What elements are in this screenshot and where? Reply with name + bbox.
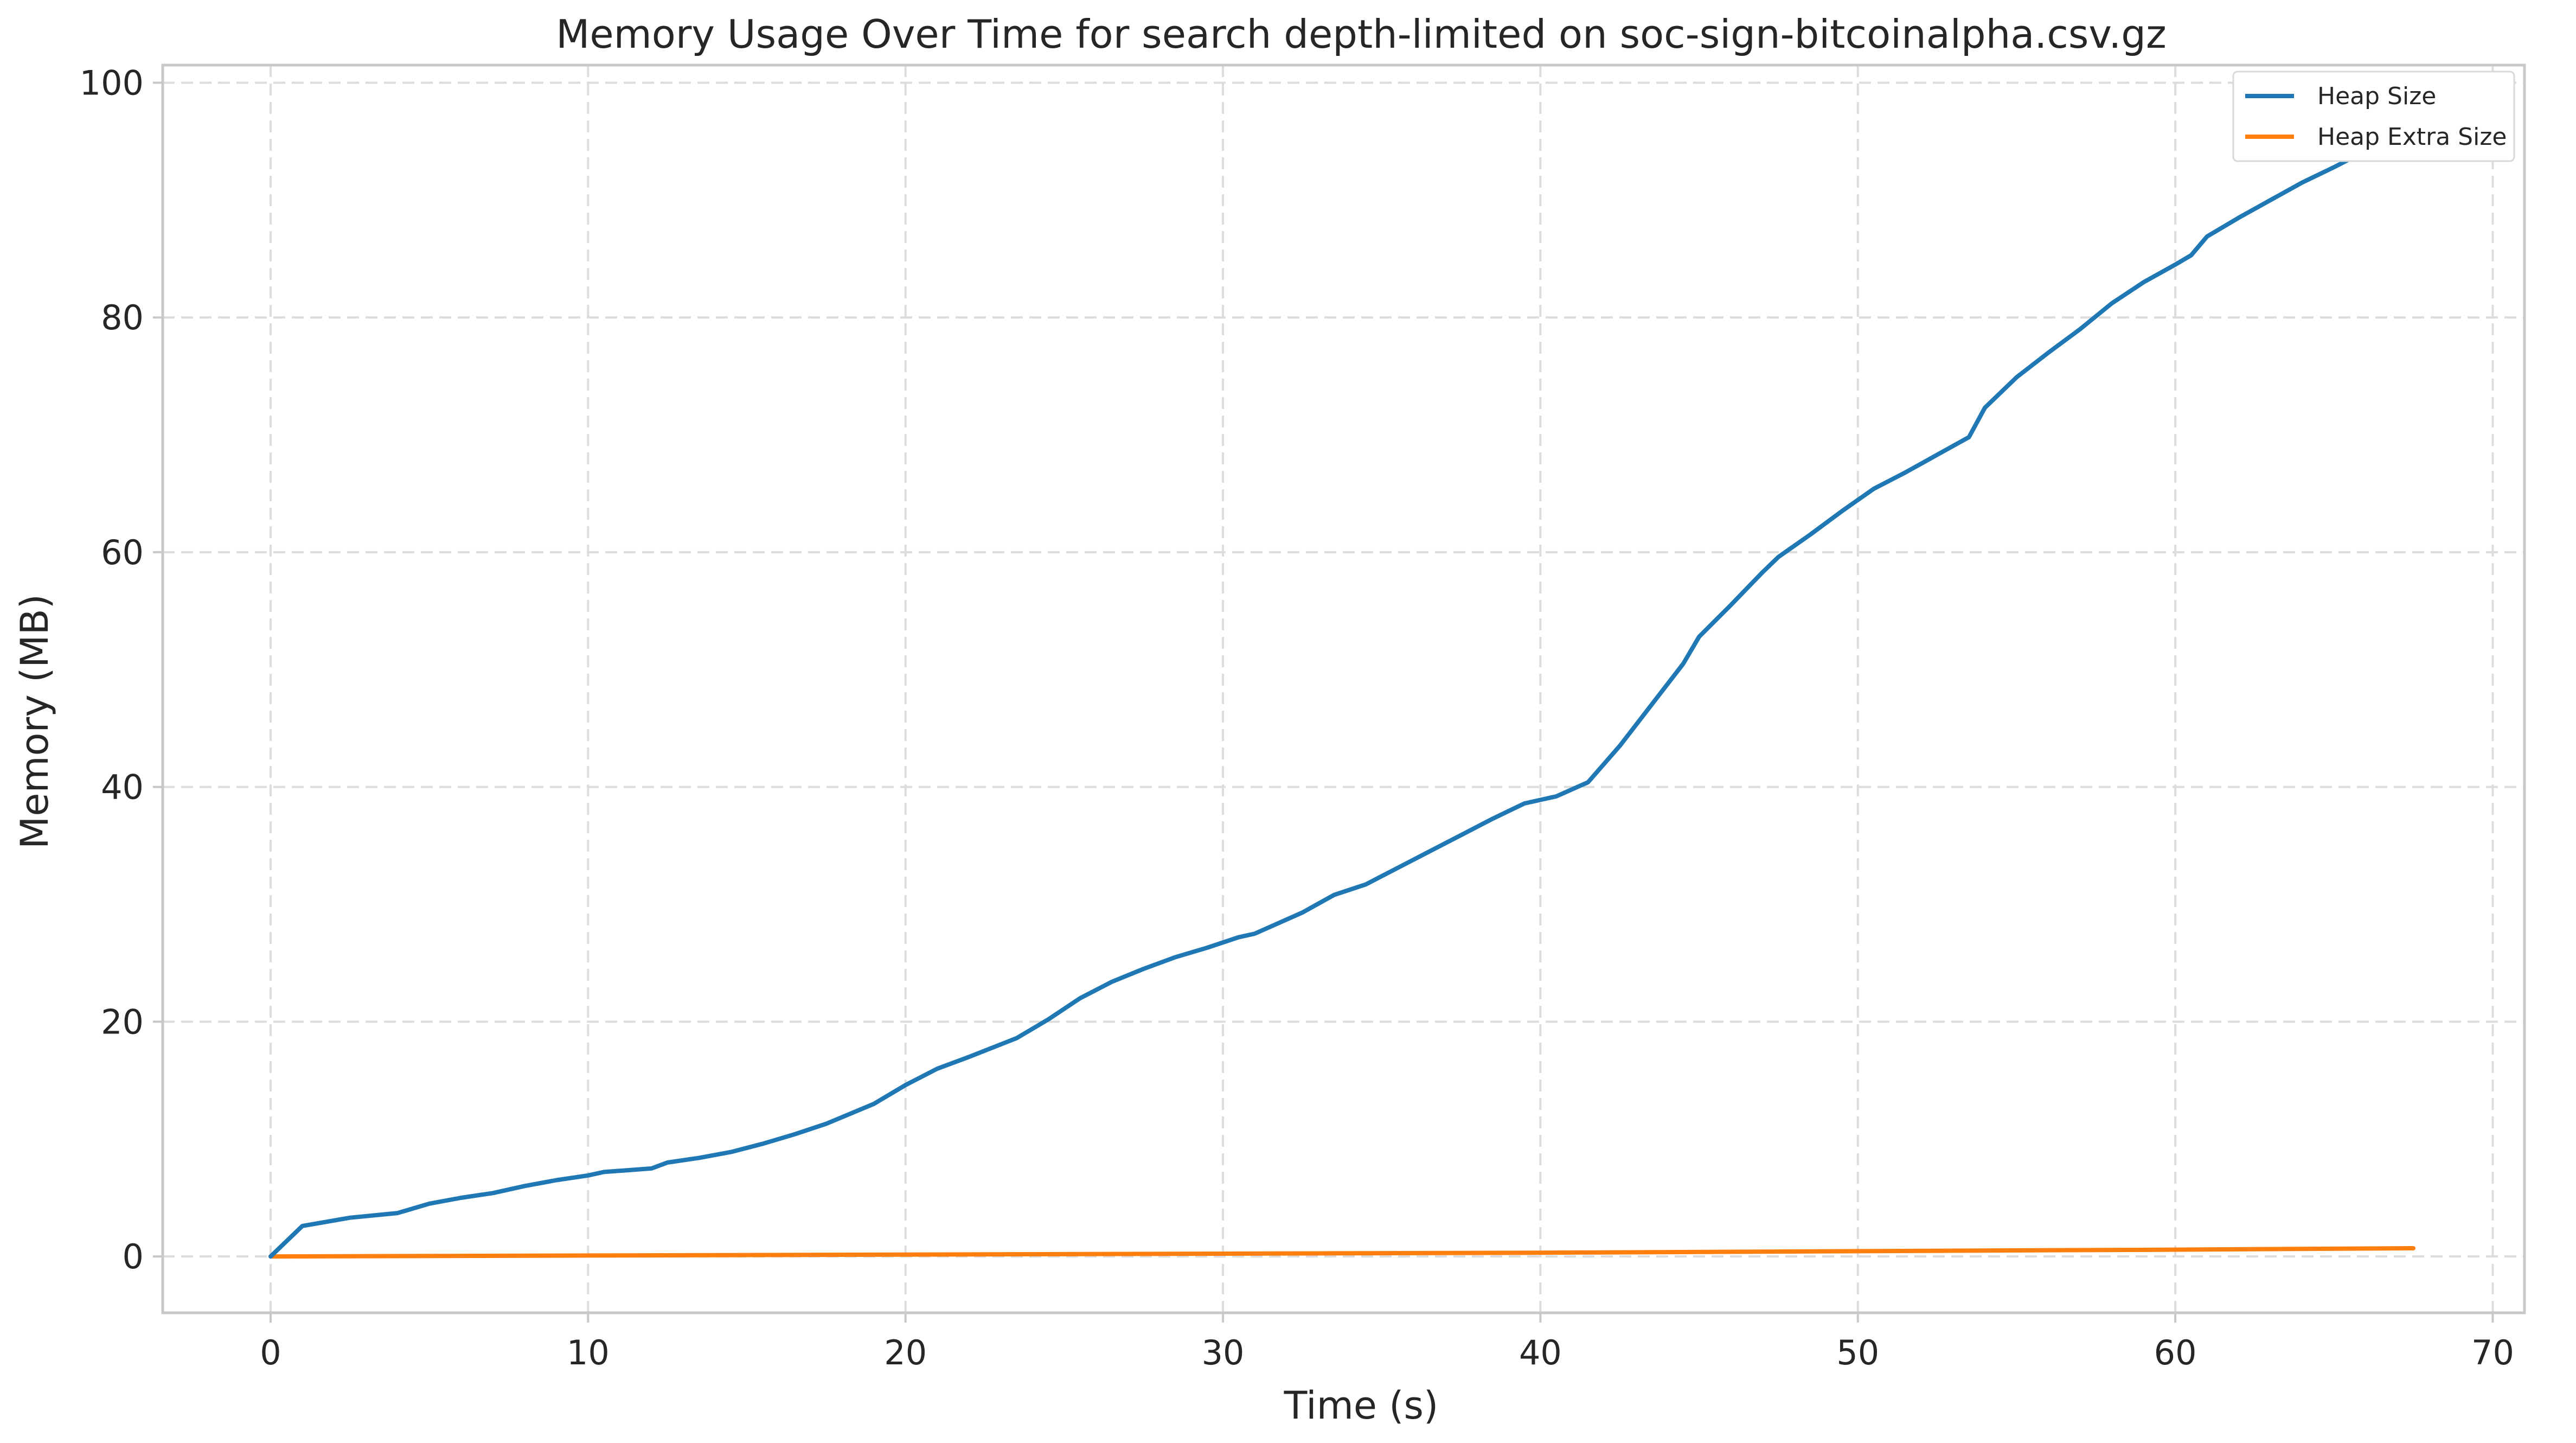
series-layer (268, 113, 2416, 1259)
legend: Heap Size Heap Extra Size (2232, 71, 2515, 162)
x-tick-label: 10 (567, 1333, 610, 1372)
y-axis-ticks: 0 20 40 60 80 100 (80, 63, 163, 1276)
legend-box (2232, 71, 2515, 162)
legend-label: Heap Size (2317, 82, 2436, 110)
y-tick-label: 0 (123, 1237, 144, 1276)
series-line-heap-extra-size (268, 1246, 2416, 1259)
series-line-heap-size (268, 113, 2416, 1259)
x-tick-label: 70 (2471, 1333, 2514, 1372)
x-tick-label: 30 (1202, 1333, 1245, 1372)
x-tick-label: 0 (260, 1333, 281, 1372)
plot-frame (161, 63, 2526, 1314)
x-tick-label: 60 (2154, 1333, 2197, 1372)
x-tick-label: 40 (1519, 1333, 1562, 1372)
y-tick-label: 60 (101, 533, 144, 572)
y-tick-label: 100 (80, 63, 144, 103)
y-axis-label: Memory (MB) (12, 594, 57, 849)
legend-label: Heap Extra Size (2317, 123, 2507, 151)
x-tick-label: 20 (884, 1333, 927, 1372)
y-tick-label: 20 (101, 1002, 144, 1042)
chart-title: Memory Usage Over Time for search depth-… (556, 11, 2167, 57)
x-axis-ticks: 0 10 20 30 40 50 60 70 (260, 1313, 2514, 1372)
y-tick-label: 80 (101, 298, 144, 337)
y-tick-label: 40 (101, 768, 144, 807)
x-axis-label: Time (s) (1284, 1383, 1439, 1428)
x-tick-label: 50 (1836, 1333, 1879, 1372)
grid-layer (163, 65, 2524, 1313)
